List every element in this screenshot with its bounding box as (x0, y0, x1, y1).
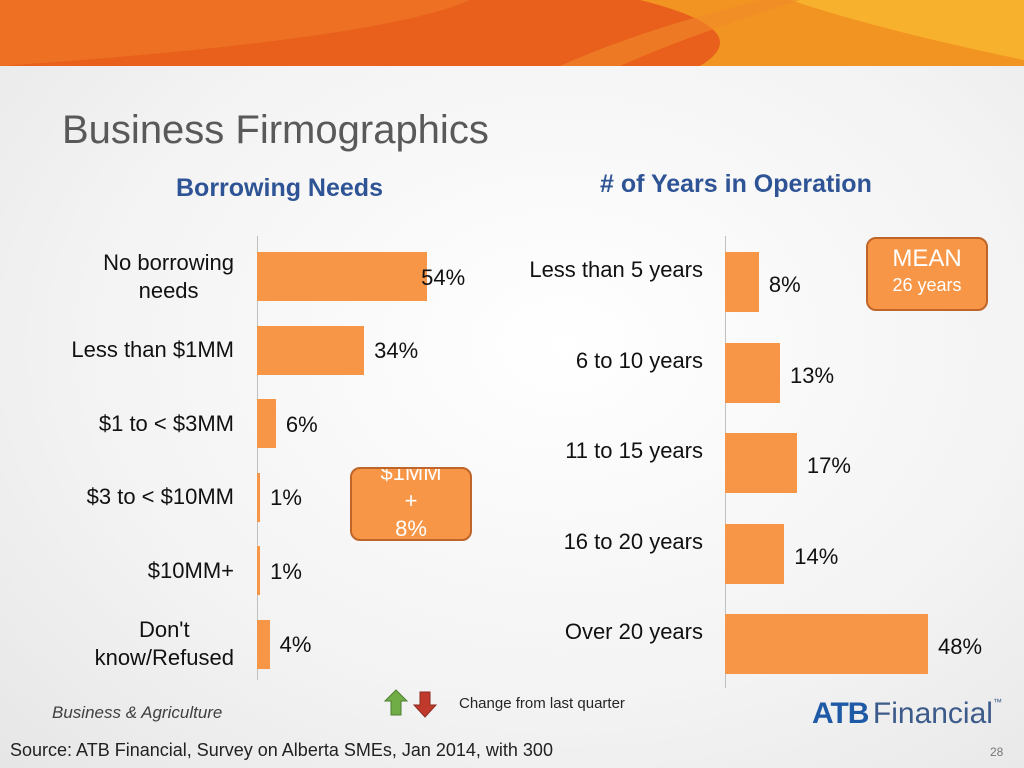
years-bar (725, 252, 759, 313)
borrowing-data-label: 34% (374, 338, 419, 364)
years-data-label: 8% (768, 272, 801, 298)
borrowing-bar (257, 546, 261, 596)
legend-text: Change from last quarter (459, 695, 625, 712)
mean-years-callout: MEAN 26 years (866, 237, 988, 311)
page-title: Business Firmographics (62, 108, 489, 152)
years-bar (725, 614, 929, 675)
borrowing-category-label: $10MM+ (147, 557, 234, 583)
atb-financial-logo: ATB Financial™ (812, 697, 1002, 731)
borrowing-category-label: Don't know/Refused (94, 617, 234, 671)
business-agriculture-label: Business & Agriculture (52, 703, 223, 722)
borrowing-data-label: 54% (421, 264, 466, 290)
borrowing-category-label: No borrowing needs (103, 249, 234, 303)
logo-trademark: ™ (992, 697, 1002, 707)
borrowing-bar (257, 252, 428, 302)
years-category-label: 6 to 10 years (575, 347, 703, 373)
borrowing-bar (257, 619, 270, 669)
logo-financial: Financial (872, 697, 993, 730)
borrowing-bar (257, 399, 276, 449)
borrowing-chart-title: Borrowing Needs (176, 174, 383, 202)
borrowing-category-label: Less than $1MM (71, 337, 234, 363)
years-data-label: 14% (794, 543, 839, 569)
years-data-label: 17% (806, 453, 851, 479)
header-band (0, 0, 1024, 66)
years-data-label: 48% (938, 634, 983, 660)
callout-1mm-line3: 8% (395, 516, 427, 541)
page-number: 28 (990, 745, 1004, 759)
logo-atb: ATB (812, 697, 869, 730)
years-bar (725, 523, 785, 584)
years-bar (725, 342, 780, 403)
up-arrow-icon (384, 689, 409, 716)
callout-1mm-line2: + (404, 488, 418, 513)
years-data-label: 13% (789, 362, 835, 388)
years-category-label: Less than 5 years (529, 257, 703, 283)
borrowing-bar (257, 472, 261, 522)
borrowing-data-label: 1% (270, 485, 302, 511)
borrowing-1mm-plus-callout: $1MM + 8% (350, 467, 472, 541)
callout-1mm-line1: $1MM (380, 467, 442, 485)
years-category-label: 16 to 20 years (563, 528, 703, 554)
borrowing-category-label: $1 to < $3MM (98, 410, 234, 436)
change-arrows-legend (384, 689, 438, 718)
mean-label: MEAN (892, 245, 962, 272)
down-arrow-icon (412, 691, 438, 718)
borrowing-category-label: $3 to < $10MM (86, 484, 234, 510)
borrowing-data-label: 4% (279, 632, 312, 658)
borrowing-bar (257, 325, 365, 375)
years-chart-title: # of Years in Operation (600, 170, 872, 198)
years-category-label: 11 to 15 years (565, 438, 703, 464)
borrowing-axis (257, 236, 258, 680)
borrowing-data-label: 1% (270, 558, 302, 584)
source-note: Source: ATB Financial, Survey on Alberta… (10, 740, 553, 760)
years-category-label: Over 20 years (564, 619, 703, 645)
years-bar (725, 433, 797, 494)
mean-value: 26 years (892, 275, 962, 295)
borrowing-data-label: 6% (285, 411, 318, 437)
